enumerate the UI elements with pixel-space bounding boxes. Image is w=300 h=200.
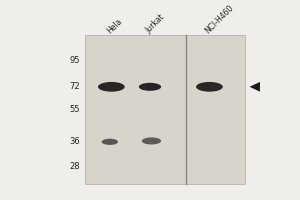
Text: 72: 72 xyxy=(70,82,80,91)
Ellipse shape xyxy=(139,83,161,91)
Text: NCI-H460: NCI-H460 xyxy=(203,3,235,35)
Ellipse shape xyxy=(196,82,223,92)
Text: Jurkat: Jurkat xyxy=(144,13,166,35)
Text: Hela: Hela xyxy=(105,17,124,35)
Text: 36: 36 xyxy=(69,137,80,146)
Ellipse shape xyxy=(102,139,118,145)
Text: 28: 28 xyxy=(70,162,80,171)
Text: 55: 55 xyxy=(70,105,80,114)
Ellipse shape xyxy=(98,82,125,92)
Ellipse shape xyxy=(142,137,161,144)
Text: 95: 95 xyxy=(70,56,80,65)
Polygon shape xyxy=(250,82,260,92)
FancyBboxPatch shape xyxy=(85,35,245,184)
